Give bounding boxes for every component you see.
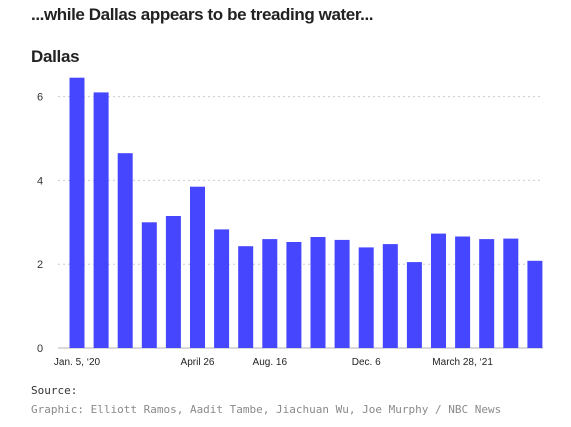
- x-tick-label: Aug. 16: [253, 357, 288, 368]
- y-tick-label: 2: [37, 259, 43, 271]
- source-block: Source: Graphic: Elliott Ramos, Aadit Ta…: [31, 381, 501, 419]
- x-tick-label: Jan. 5, ‘20: [54, 357, 101, 368]
- chart-title: Dallas: [31, 47, 80, 66]
- bar: [262, 239, 278, 348]
- bar-chart: 0 2 4 6 Jan. 5, ‘20 April 26 Aug. 16 Dec. 6 Mar…: [37, 77, 543, 368]
- y-tick-label: 4: [37, 175, 43, 187]
- bars: [69, 77, 543, 349]
- bar: [165, 216, 181, 348]
- bar: [358, 247, 374, 348]
- bar: [503, 238, 519, 348]
- bar: [93, 92, 109, 349]
- bar: [406, 262, 422, 348]
- y-tick-label: 6: [37, 92, 43, 104]
- x-axis: Jan. 5, ‘20 April 26 Aug. 16 Dec. 6 March 28…: [54, 357, 493, 368]
- y-axis: 0 2 4 6: [37, 92, 43, 355]
- headline: ...while Dallas appears to be treading w…: [31, 5, 374, 24]
- x-tick-label: Dec. 6: [352, 357, 381, 368]
- bar: [479, 239, 495, 348]
- bar: [334, 239, 350, 348]
- bar: [286, 242, 302, 348]
- bar: [310, 237, 326, 348]
- credit-line: Graphic: Elliott Ramos, Aadit Tambe, Jia…: [31, 403, 502, 416]
- bar: [69, 77, 85, 348]
- bar: [527, 260, 543, 348]
- source-label: Source:: [31, 384, 78, 397]
- bar: [190, 186, 205, 348]
- bar: [382, 244, 398, 348]
- bar: [141, 222, 157, 348]
- y-tick-label: 0: [37, 343, 43, 355]
- x-tick-label: April 26: [181, 357, 215, 368]
- bar: [238, 246, 254, 348]
- x-tick-label: March 28, ‘21: [432, 357, 493, 368]
- bar: [214, 229, 230, 348]
- bar: [117, 153, 133, 348]
- bar: [431, 233, 446, 348]
- bar: [455, 236, 471, 348]
